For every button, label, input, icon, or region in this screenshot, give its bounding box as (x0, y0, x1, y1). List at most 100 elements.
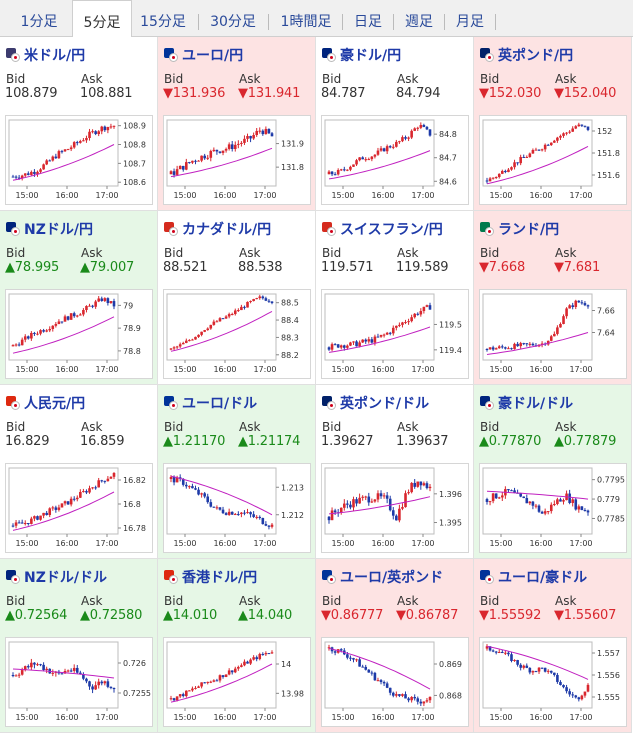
currency-pair-link[interactable]: NZドル/円 (24, 222, 93, 238)
candlestick-chart[interactable]: 7.66 7.64 15:00 16:00 17:00 (479, 289, 627, 379)
candlestick-chart[interactable]: 79 78.9 78.8 15:00 16:00 17:00 (5, 289, 153, 379)
candle-body (45, 330, 48, 332)
candle-body (401, 322, 404, 325)
candle-body (45, 160, 48, 165)
rate-card[interactable]: 英ポンド/ドル Bid Ask 1.39627 1.39637 1.396 1.3… (316, 385, 474, 559)
rate-card[interactable]: ユーロ/ドル Bid Ask ▲1.21170 ▲1.21174 1.213 1.… (158, 385, 316, 559)
candlestick-chart[interactable]: 14 13.98 15:00 16:00 17:00 (163, 637, 311, 727)
rate-card[interactable]: ユーロ/円 Bid Ask ▼131.936 ▼131.941 131.9 131… (158, 37, 316, 211)
currency-pair-link[interactable]: 香港ドル/円 (182, 570, 258, 586)
tab-1hour[interactable]: 1時間足 (280, 14, 332, 30)
rate-card[interactable]: ユーロ/英ポンド Bid Ask ▼0.86777 ▼0.86787 0.869… (316, 559, 474, 733)
candle-body (528, 343, 532, 345)
candle-body (33, 332, 36, 334)
candlestick-chart[interactable]: 88.5 88.4 88.3 88.2 15:00 16:00 17:00 (163, 289, 311, 379)
tab-weekly[interactable]: 週足 (405, 14, 433, 30)
currency-pair-link[interactable]: ユーロ/豪ドル (498, 570, 588, 586)
currency-pair-link[interactable]: 豪ドル/ドル (498, 396, 574, 412)
currency-pair-link[interactable]: 豪ドル/円 (340, 48, 402, 64)
moving-average-line (12, 491, 115, 531)
flag-yen-icon (485, 575, 494, 584)
candle-body (200, 682, 203, 687)
currency-pair-link[interactable]: 英ポンド/円 (498, 48, 574, 64)
y-tick-label: 84.8 (439, 130, 457, 139)
tab-30min[interactable]: 30分足 (210, 14, 256, 30)
candlestick-chart[interactable]: 152 151.8 151.6 15:00 16:00 17:00 (479, 115, 627, 205)
candlestick-chart[interactable]: 84.8 84.7 84.6 15:00 16:00 17:00 (321, 115, 469, 205)
candle-body (559, 323, 562, 328)
candle-body (516, 343, 519, 347)
candle-body (264, 128, 268, 135)
currency-pair-link[interactable]: 人民元/円 (24, 396, 86, 412)
candle-body (30, 518, 33, 524)
candle-body (355, 341, 358, 347)
currency-pair-link[interactable]: ユーロ/円 (182, 48, 244, 64)
rate-card[interactable]: スイスフラン/円 Bid Ask 119.571 119.589 119.5 11… (316, 211, 474, 385)
card-header: NZドル/ドル (6, 567, 156, 587)
rate-card[interactable]: 米ドル/円 Bid Ask 108.879 108.881 108.9 108.8… (0, 37, 158, 211)
candlestick-chart[interactable]: 108.9 108.8 108.7 108.6 15:00 16:00 17:00 (5, 115, 153, 205)
currency-pair-link[interactable]: スイスフラン/円 (340, 222, 443, 238)
candlestick-chart[interactable]: 1.396 1.395 15:00 16:00 17:00 (321, 463, 469, 553)
rate-card[interactable]: ランド/円 Bid Ask ▼7.668 ▼7.681 7.66 7.64 15:0… (474, 211, 632, 385)
candlestick-chart[interactable]: 131.9 131.8 15:00 16:00 17:00 (163, 115, 311, 205)
candle-body (172, 171, 176, 175)
candle-body (39, 515, 42, 520)
flag-yen-icon (11, 53, 20, 62)
bid-label: Bid (322, 594, 342, 608)
rate-card[interactable]: ユーロ/豪ドル Bid Ask ▼1.55592 ▼1.55607 1.557 1… (474, 559, 632, 733)
rate-card[interactable]: 人民元/円 Bid Ask 16.829 16.859 16.82 16.8 16.… (0, 385, 158, 559)
candle-body (565, 132, 568, 134)
y-tick-label: 0.868 (439, 691, 462, 700)
currency-pair-link[interactable]: NZドル/ドル (24, 570, 107, 586)
candle-body (203, 155, 206, 159)
tab-daily[interactable]: 日足 (354, 14, 382, 30)
candlestick-chart[interactable]: 1.557 1.556 1.555 15:00 16:00 17:00 (479, 637, 627, 727)
candlestick-chart[interactable]: 16.82 16.8 16.78 15:00 16:00 17:00 (5, 463, 153, 553)
candle-body (407, 137, 410, 139)
candlestick-chart[interactable]: 0.869 0.868 15:00 16:00 17:00 (321, 637, 469, 727)
currency-pair-link[interactable]: ユーロ/ドル (182, 396, 258, 412)
candle-body (63, 316, 67, 322)
candle-body (20, 339, 24, 346)
currency-pair-link[interactable]: 米ドル/円 (24, 48, 86, 64)
chart-canvas: 7.66 7.64 15:00 16:00 17:00 (482, 293, 615, 374)
candlestick-chart[interactable]: 0.7795 0.779 0.7785 15:00 16:00 17:00 (479, 463, 627, 553)
candle-body (224, 513, 228, 515)
rate-card[interactable]: NZドル/ドル Bid Ask ▲0.72564 ▲0.72580 0.726 0… (0, 559, 158, 733)
candle-body (178, 694, 182, 697)
candle-body (583, 125, 587, 127)
candle-body (510, 490, 513, 492)
currency-pair-link[interactable]: ユーロ/英ポンド (340, 570, 444, 586)
x-tick-label: 17:00 (253, 539, 276, 548)
currency-pair-link[interactable]: カナダドル/円 (182, 222, 272, 238)
rate-card[interactable]: カナダドル/円 Bid Ask 88.521 88.538 88.5 88.4 88… (158, 211, 316, 385)
currency-pair-link[interactable]: ランド/円 (498, 222, 560, 238)
rate-card[interactable]: 豪ドル/円 Bid Ask 84.787 84.794 84.8 84.7 84.6… (316, 37, 474, 211)
tab-1min[interactable]: 1分足 (20, 14, 58, 30)
bid-label: Bid (164, 246, 184, 260)
tab-5min[interactable]: 5分足 (72, 0, 132, 38)
candlestick-chart[interactable]: 1.213 1.212 15:00 16:00 17:00 (163, 463, 311, 553)
candle-body (327, 171, 331, 175)
tab-monthly[interactable]: 月足 (456, 14, 484, 30)
candle-body (48, 328, 52, 331)
candle-body (194, 160, 197, 162)
rate-card[interactable]: 英ポンド/円 Bid Ask ▼152.030 ▼152.040 152 151.… (474, 37, 632, 211)
currency-pair-link[interactable]: 英ポンド/ドル (340, 396, 430, 412)
candle-body (488, 178, 492, 182)
rate-card[interactable]: 豪ドル/ドル Bid Ask ▲0.77870 ▲0.77879 0.7795 0… (474, 385, 632, 559)
candle-body (175, 169, 179, 175)
moving-average-line (12, 144, 115, 181)
candle-body (221, 675, 225, 677)
candle-body (249, 512, 252, 515)
y-tick-label: 13.98 (281, 689, 304, 698)
rate-card[interactable]: NZドル/円 Bid Ask ▲78.995 ▲79.007 79 78.9 78.… (0, 211, 158, 385)
candlestick-chart[interactable]: 0.726 0.7255 15:00 16:00 17:00 (5, 637, 153, 727)
rate-card[interactable]: 香港ドル/円 Bid Ask ▲14.010 ▲14.040 14 13.98 15… (158, 559, 316, 733)
tab-separator (198, 14, 199, 30)
candle-body (60, 673, 64, 675)
candle-body (212, 680, 216, 682)
candlestick-chart[interactable]: 119.5 119.4 15:00 16:00 17:00 (321, 289, 469, 379)
tab-15min[interactable]: 15分足 (140, 14, 186, 30)
